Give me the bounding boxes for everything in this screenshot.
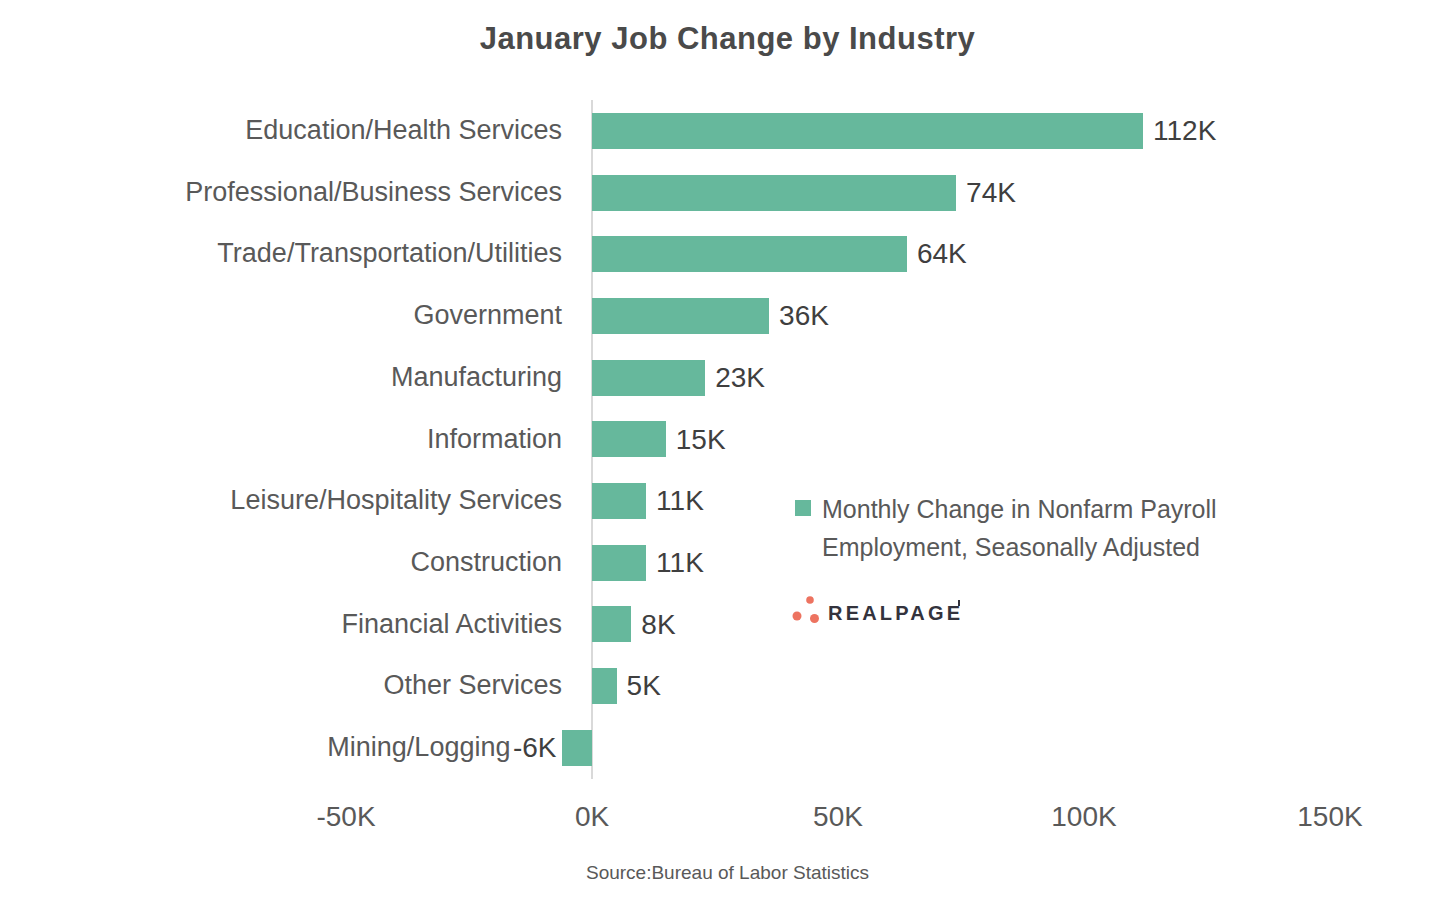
value-label: 23K <box>715 347 765 409</box>
value-label: 64K <box>917 223 967 285</box>
bar <box>592 483 646 519</box>
bar-row: Government 36K <box>0 285 1455 347</box>
logo-dot-top-icon <box>806 596 814 604</box>
value-label: 11K <box>656 532 704 594</box>
value-label: 11K <box>656 470 704 532</box>
category-label: Trade/Transportation/Utilities <box>0 223 562 285</box>
x-axis-tick-labels: -50K 0K 50K 100K 150K <box>0 801 1455 841</box>
x-axis-tick: 50K <box>813 801 863 833</box>
value-label: 36K <box>779 285 829 347</box>
bar-row: Manufacturing 23K <box>0 347 1455 409</box>
category-label: Construction <box>0 532 562 594</box>
bar <box>592 236 907 272</box>
value-label: 8K <box>641 594 675 656</box>
category-label: Other Services <box>0 655 562 717</box>
value-label: 74K <box>966 162 1016 224</box>
bar <box>592 668 617 704</box>
bar <box>592 421 666 457</box>
category-label: Government <box>0 285 562 347</box>
bar-row: Information 15K <box>0 409 1455 471</box>
bar-row: Professional/Business Services 74K <box>0 162 1455 224</box>
logo-dot-left-icon <box>793 612 802 621</box>
logo-dot-right-icon <box>810 614 819 623</box>
bar <box>592 298 769 334</box>
legend: Monthly Change in Nonfarm Payroll Employ… <box>795 490 1335 566</box>
logo-trademark-icon <box>958 600 960 606</box>
bar-plot-area: Education/Health Services112KProfessiona… <box>0 100 1455 779</box>
x-axis-tick: -50K <box>316 801 375 833</box>
value-label: -6K <box>513 717 557 779</box>
bar-row: Other Services 5K <box>0 655 1455 717</box>
value-label: 15K <box>676 409 726 471</box>
bar <box>562 730 592 766</box>
category-label: Financial Activities <box>0 594 562 656</box>
bar-row: Mining/Logging-6K <box>0 717 1455 779</box>
bar <box>592 113 1143 149</box>
category-label: Manufacturing <box>0 347 562 409</box>
category-label: Education/Health Services <box>0 100 562 162</box>
legend-label: Monthly Change in Nonfarm Payroll Employ… <box>822 490 1327 566</box>
category-label: Leisure/Hospitality Services <box>0 470 562 532</box>
value-label: 112K <box>1153 100 1216 162</box>
x-axis-tick: 0K <box>575 801 609 833</box>
bar <box>592 360 705 396</box>
bar <box>592 175 956 211</box>
bar-row: Trade/Transportation/Utilities 64K <box>0 223 1455 285</box>
category-label: Mining/Logging <box>0 717 510 779</box>
category-label: Professional/Business Services <box>0 162 562 224</box>
value-label: 5K <box>627 655 661 717</box>
x-axis-tick: 100K <box>1051 801 1116 833</box>
category-label: Information <box>0 409 562 471</box>
bar-row: Education/Health Services 112K <box>0 100 1455 162</box>
chart-canvas: January Job Change by Industry Education… <box>0 0 1455 903</box>
chart-title: January Job Change by Industry <box>0 21 1455 57</box>
realpage-logo: REALPAGE <box>790 590 980 632</box>
bar <box>592 545 646 581</box>
x-axis-tick: 150K <box>1297 801 1362 833</box>
bar <box>592 606 631 642</box>
legend-marker-swatch <box>795 500 811 516</box>
logo-wordmark: REALPAGE <box>828 602 963 624</box>
source-note: Source:Bureau of Labor Statistics <box>0 862 1455 884</box>
bar-row: Financial Activities 8K <box>0 594 1455 656</box>
